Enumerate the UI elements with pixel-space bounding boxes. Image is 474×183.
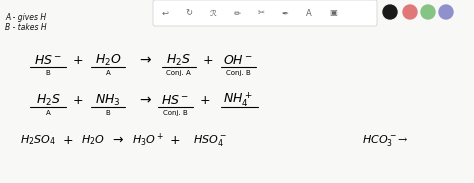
Text: ▣: ▣ bbox=[329, 8, 337, 18]
Text: $H_2O$: $H_2O$ bbox=[95, 53, 121, 68]
Text: ✏: ✏ bbox=[234, 8, 240, 18]
Text: ℛ: ℛ bbox=[210, 8, 216, 18]
Circle shape bbox=[403, 5, 417, 19]
Text: A - gives H: A - gives H bbox=[5, 14, 46, 23]
Text: $H_2S$: $H_2S$ bbox=[165, 53, 191, 68]
Circle shape bbox=[421, 5, 435, 19]
Text: $H_2S$: $H_2S$ bbox=[36, 92, 60, 108]
Text: B: B bbox=[106, 110, 110, 116]
Text: Conj. A: Conj. A bbox=[165, 70, 191, 76]
Text: ✂: ✂ bbox=[257, 8, 264, 18]
Text: +: + bbox=[203, 53, 213, 66]
Text: →: → bbox=[139, 53, 151, 67]
Text: A: A bbox=[46, 110, 50, 116]
Text: $H_2SO_4$: $H_2SO_4$ bbox=[20, 133, 56, 147]
Text: +: + bbox=[73, 53, 83, 66]
Text: ↩: ↩ bbox=[162, 8, 168, 18]
Text: +: + bbox=[73, 94, 83, 107]
Text: +: + bbox=[200, 94, 210, 107]
Text: $OH^-$: $OH^-$ bbox=[223, 53, 253, 66]
Text: +: + bbox=[63, 134, 73, 147]
Text: $H_3O^+$: $H_3O^+$ bbox=[132, 131, 164, 149]
FancyBboxPatch shape bbox=[153, 0, 377, 26]
Text: A: A bbox=[106, 70, 110, 76]
Text: →: → bbox=[113, 134, 123, 147]
Text: $HS^-$: $HS^-$ bbox=[34, 53, 62, 66]
Text: B: B bbox=[46, 70, 50, 76]
Text: ✒: ✒ bbox=[282, 8, 289, 18]
Text: $NH_3$: $NH_3$ bbox=[95, 92, 121, 108]
Text: $HCO_3^-$→: $HCO_3^-$→ bbox=[362, 132, 408, 147]
Text: $HS^-$: $HS^-$ bbox=[161, 94, 189, 107]
Text: B - takes H: B - takes H bbox=[5, 23, 46, 31]
Text: $H_2O$: $H_2O$ bbox=[81, 133, 105, 147]
Text: Conj. B: Conj. B bbox=[226, 70, 250, 76]
Text: →: → bbox=[139, 93, 151, 107]
Circle shape bbox=[439, 5, 453, 19]
Text: Conj. B: Conj. B bbox=[163, 110, 187, 116]
Text: A: A bbox=[306, 8, 312, 18]
Text: +: + bbox=[170, 134, 180, 147]
Circle shape bbox=[383, 5, 397, 19]
Text: $NH_4^+$: $NH_4^+$ bbox=[223, 91, 253, 109]
Text: ↻: ↻ bbox=[185, 8, 192, 18]
Text: $HSO_4^-$: $HSO_4^-$ bbox=[193, 132, 227, 147]
